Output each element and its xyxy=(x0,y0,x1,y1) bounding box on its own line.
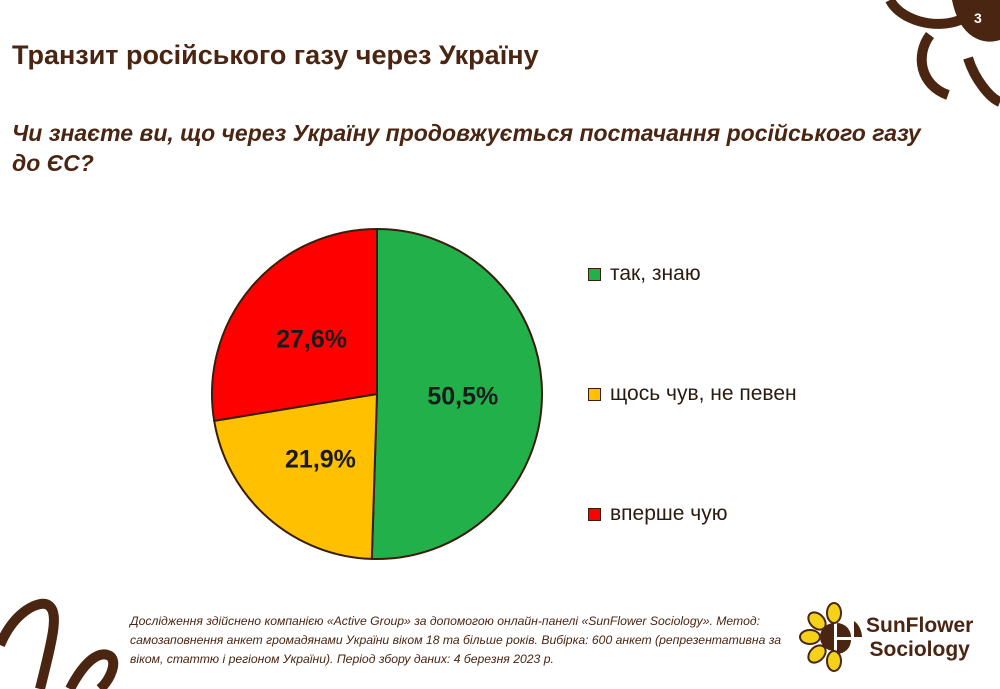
legend-swatch-2 xyxy=(588,387,601,401)
legend-item-2: щось чув, не певен xyxy=(588,382,797,406)
sunflower-decoration-top xyxy=(885,0,1000,107)
methodology-footnote: Дослідження здійснено компанією «Active … xyxy=(130,614,782,666)
page-number: 3 xyxy=(974,10,982,26)
logo-line-1: SunFlower xyxy=(866,614,974,637)
legend-swatch-1 xyxy=(588,267,601,281)
logo-text: SunFlower Sociology xyxy=(866,614,973,662)
pie-slice-3 xyxy=(211,227,378,422)
logo-line-2: Sociology xyxy=(869,638,970,661)
pie-slice-1 xyxy=(370,227,543,560)
legend-label-3: вперше чую xyxy=(610,502,728,525)
legend-label-1: так, знаю xyxy=(610,262,701,285)
pie-slice-2 xyxy=(213,392,379,560)
legend-label-2: щось чув, не певен xyxy=(610,382,797,405)
sunflower-decoration-bottom xyxy=(0,598,119,689)
legend-swatch-3 xyxy=(588,507,601,521)
slide-title: Транзит російського газу через Україну xyxy=(12,40,539,70)
survey-question: Чи знаєте ви, що через Україну продовжує… xyxy=(12,120,921,176)
legend-item-1: так, знаю xyxy=(588,262,701,286)
slice-value-label-3: 27,6% xyxy=(276,325,347,353)
legend-item-3: вперше чую xyxy=(588,502,727,526)
slice-value-label-1: 50,5% xyxy=(427,382,498,410)
slice-value-label-2: 21,9% xyxy=(285,446,356,474)
